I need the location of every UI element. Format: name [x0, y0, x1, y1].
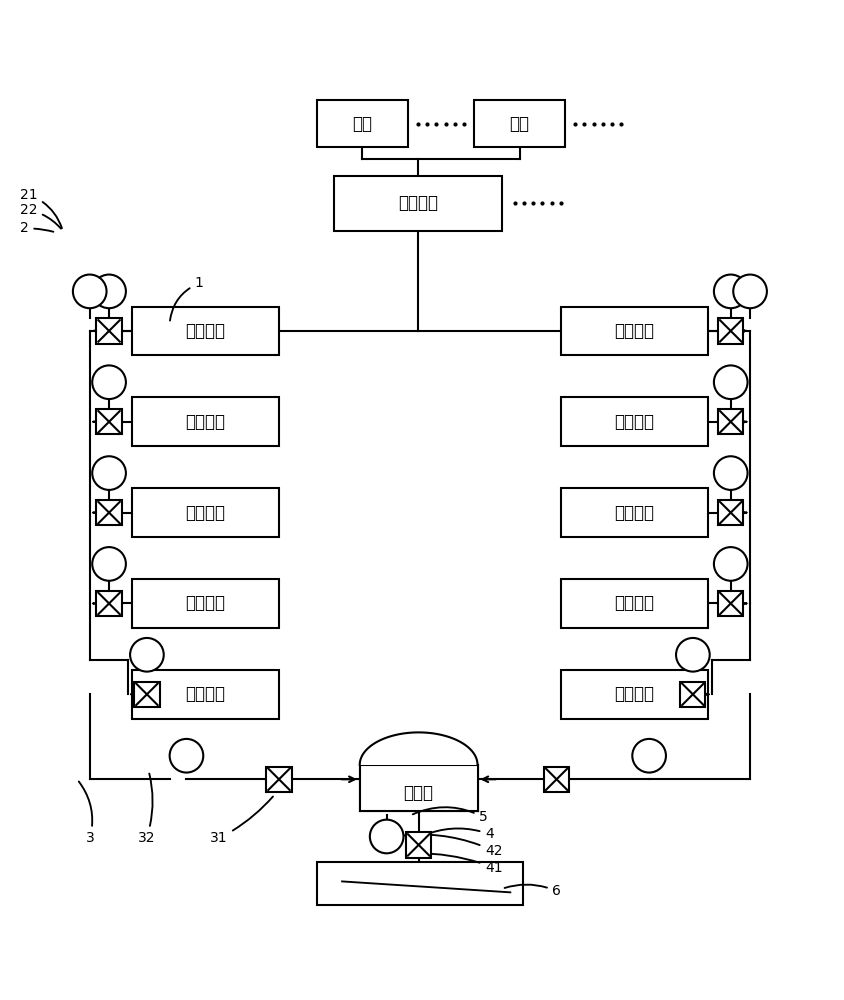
Bar	[406, 832, 431, 858]
Bar	[360, 732, 478, 765]
Bar	[544, 767, 569, 792]
Bar	[474, 100, 565, 147]
Text: 压裂装置: 压裂装置	[614, 413, 654, 431]
Bar	[267, 767, 292, 792]
Circle shape	[370, 820, 403, 853]
Text: 32: 32	[138, 774, 155, 845]
Text: 4: 4	[424, 827, 494, 841]
Circle shape	[130, 638, 164, 672]
Bar	[316, 100, 408, 147]
Text: 压裂装置: 压裂装置	[186, 322, 225, 340]
Bar	[560, 488, 708, 537]
Text: 6: 6	[505, 884, 561, 898]
Text: 3: 3	[78, 781, 95, 845]
Text: 1: 1	[170, 276, 203, 321]
Text: 压裂装置: 压裂装置	[186, 504, 225, 522]
Text: 压裂装置: 压裂装置	[614, 322, 654, 340]
Bar	[96, 500, 122, 525]
Circle shape	[92, 275, 126, 308]
Circle shape	[632, 739, 666, 773]
Text: 压裂装置: 压裂装置	[186, 594, 225, 612]
Circle shape	[714, 547, 748, 581]
Bar	[718, 409, 744, 434]
Text: 压裂装置: 压裂装置	[186, 413, 225, 431]
Bar	[560, 307, 708, 355]
Text: 压裂装置: 压裂装置	[614, 504, 654, 522]
Text: 31: 31	[210, 797, 273, 845]
Bar	[96, 591, 122, 616]
Text: 混砂装置: 混砂装置	[398, 194, 438, 212]
Circle shape	[92, 547, 126, 581]
Bar	[333, 176, 502, 231]
Bar	[718, 591, 744, 616]
Circle shape	[92, 456, 126, 490]
Circle shape	[676, 638, 710, 672]
Text: 5: 5	[413, 807, 488, 824]
Circle shape	[73, 275, 106, 308]
Text: 21: 21	[20, 188, 62, 228]
Bar	[132, 397, 279, 446]
Text: 砂罐: 砂罐	[352, 115, 372, 133]
Circle shape	[733, 275, 767, 308]
Circle shape	[714, 456, 748, 490]
Circle shape	[92, 365, 126, 399]
Text: 压裂装置: 压裂装置	[186, 685, 225, 703]
Bar	[96, 318, 122, 344]
Circle shape	[714, 275, 748, 308]
Bar	[560, 579, 708, 628]
Text: 缓冲罐: 缓冲罐	[403, 784, 434, 802]
Bar	[680, 682, 706, 707]
Text: 41: 41	[417, 853, 503, 875]
Text: 2: 2	[20, 221, 53, 235]
Text: 42: 42	[398, 835, 502, 858]
Bar	[560, 397, 708, 446]
Bar	[718, 318, 744, 344]
Circle shape	[714, 365, 748, 399]
Bar	[132, 670, 279, 719]
Text: 22: 22	[20, 203, 61, 229]
Bar	[132, 579, 279, 628]
Bar	[718, 500, 744, 525]
Bar	[96, 409, 122, 434]
Circle shape	[170, 739, 203, 773]
Text: 液罐: 液罐	[510, 115, 529, 133]
Text: 压裂装置: 压裂装置	[614, 685, 654, 703]
Bar	[560, 670, 708, 719]
Text: 压裂装置: 压裂装置	[614, 594, 654, 612]
Bar	[316, 862, 523, 905]
Bar	[134, 682, 160, 707]
Bar	[360, 765, 478, 811]
Bar	[132, 307, 279, 355]
Bar	[132, 488, 279, 537]
